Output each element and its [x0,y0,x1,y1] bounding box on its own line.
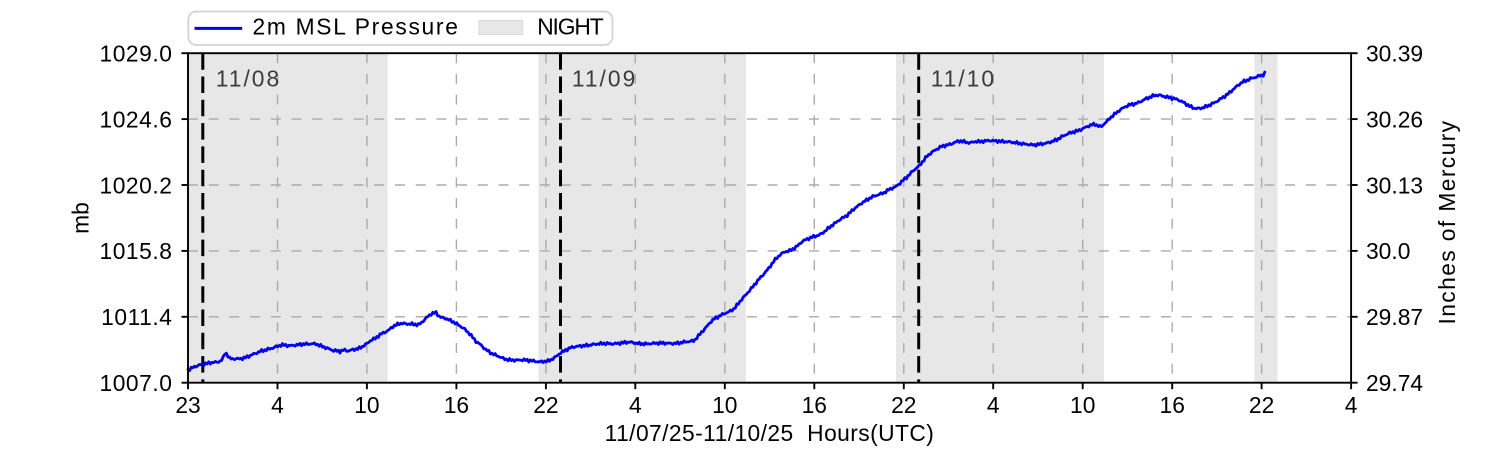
svg-text:22: 22 [891,392,916,418]
svg-text:11/07/25-11/10/25 Hours(UTC): 11/07/25-11/10/25 Hours(UTC) [605,420,935,446]
svg-text:4: 4 [271,392,284,418]
svg-text:10: 10 [354,392,379,418]
svg-text:4: 4 [1345,392,1358,418]
svg-text:1011.4: 1011.4 [101,304,172,330]
svg-text:1024.6: 1024.6 [99,106,172,132]
svg-text:29.87: 29.87 [1366,304,1423,330]
svg-text:1007.0: 1007.0 [99,370,172,396]
svg-text:2m MSL Pressure: 2m MSL Pressure [253,13,460,39]
svg-text:22: 22 [533,392,558,418]
svg-text:16: 16 [802,392,827,418]
svg-text:4: 4 [629,392,642,418]
svg-text:NIGHT: NIGHT [537,13,604,39]
svg-text:11/08: 11/08 [216,66,281,92]
svg-text:4: 4 [987,392,1000,418]
svg-text:mb: mb [68,202,94,234]
svg-text:30.26: 30.26 [1366,106,1423,132]
svg-text:10: 10 [712,392,737,418]
svg-text:1015.8: 1015.8 [99,238,172,264]
svg-text:10: 10 [1070,392,1095,418]
svg-text:11/09: 11/09 [572,66,637,92]
svg-text:29.74: 29.74 [1366,370,1423,396]
svg-text:1029.0: 1029.0 [99,41,172,67]
svg-text:22: 22 [1249,392,1274,418]
svg-text:23: 23 [175,392,200,418]
svg-text:16: 16 [1160,392,1185,418]
svg-text:1020.2: 1020.2 [99,172,172,198]
svg-text:11/10: 11/10 [931,66,996,92]
svg-text:Inches of Mercury: Inches of Mercury [1434,120,1460,325]
svg-text:30.39: 30.39 [1366,41,1423,67]
svg-text:30.13: 30.13 [1366,172,1423,198]
svg-text:30.0: 30.0 [1366,238,1410,264]
svg-text:16: 16 [444,392,469,418]
